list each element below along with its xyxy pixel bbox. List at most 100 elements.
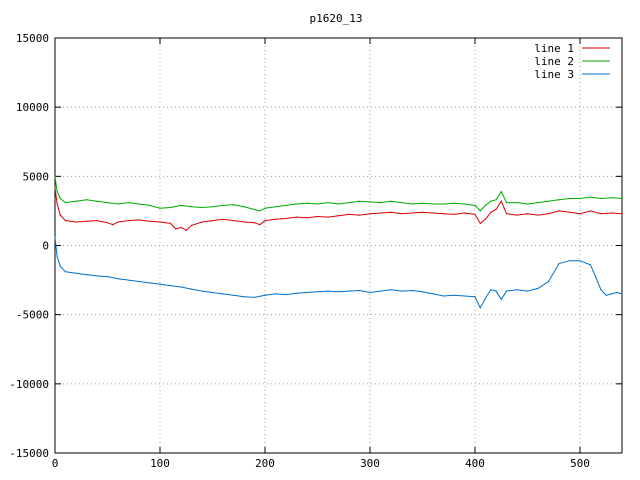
data-point [474,213,476,215]
data-point [64,220,67,222]
data-point [54,236,56,238]
data-point [505,202,508,204]
data-point [127,202,130,204]
data-point [379,290,382,292]
data-point [605,294,607,296]
data-point [547,200,550,202]
data-point [337,203,340,205]
data-point [295,216,298,218]
data-point [579,260,581,262]
data-point [75,221,77,223]
x-tick-label: 100 [150,457,170,470]
data-point [190,288,193,290]
data-point [616,291,618,294]
data-point [56,203,58,205]
data-point [484,204,487,206]
data-point [264,220,266,222]
data-point [259,210,261,212]
data-point [595,276,597,278]
data-point [201,221,203,223]
data-point [211,206,214,208]
data-point [274,206,277,208]
data-point [117,221,119,223]
data-point [274,293,277,295]
data-point [390,200,392,202]
data-point [59,265,61,267]
legend-label: line 2 [534,55,574,68]
data-point [64,271,67,273]
data-point [85,274,88,276]
data-point [222,218,224,220]
data-point [358,289,361,292]
data-point [337,215,340,217]
x-tick-label: 0 [52,457,59,470]
data-point [117,203,119,205]
data-point [148,220,151,222]
data-point [190,224,193,226]
data-point [568,211,571,213]
data-point [400,290,403,292]
data-point [112,224,114,226]
data-point [348,202,350,204]
data-point [621,293,623,295]
data-point [222,293,224,295]
data-point [211,291,214,294]
data-point [558,199,560,201]
data-point [56,256,58,258]
data-point [495,208,497,211]
data-point [295,203,298,205]
data-point [285,217,287,220]
data-point [316,203,319,205]
data-point [54,186,56,188]
data-point [180,204,182,206]
data-point [159,221,161,223]
data-point [232,220,235,222]
y-tick-label: -5000 [16,309,49,322]
data-point [432,203,434,205]
data-point [516,214,518,216]
data-point [526,290,529,292]
data-point [180,286,182,288]
data-point [138,219,140,221]
data-point [526,203,529,205]
y-tick-label: -10000 [9,378,49,391]
data-point [526,213,529,215]
y-tick-label: 0 [42,240,49,253]
data-point [106,222,109,224]
data-point [589,264,592,266]
data-point [117,278,119,280]
data-point [547,213,550,215]
x-tick-label: 200 [255,457,275,470]
data-point [379,212,382,214]
data-point [490,289,492,291]
axes: 0 100 200 300 400 500 -15000 -10000 -5000 0 5000 10… [9,32,623,470]
data-point [484,297,487,299]
data-point [495,290,497,292]
data-point [316,291,319,293]
data-point [253,208,256,211]
data-point [537,202,539,204]
data-point [505,213,508,215]
data-point [56,191,58,193]
data-point [358,200,361,202]
data-point [421,291,424,293]
data-point [568,197,571,200]
data-point [411,212,413,214]
chart-title: p1620_13 [310,12,363,25]
data-point [243,296,245,298]
data-point [500,200,502,202]
data-point [516,289,518,291]
data-point [479,210,481,212]
data-point [495,199,497,201]
data-point [463,295,466,297]
data-point [621,197,623,200]
y-tick-label: 5000 [23,170,50,183]
data-point [185,229,187,231]
data-point [138,280,140,283]
data-point [348,290,350,292]
data-point [243,221,245,223]
data-point [295,292,298,294]
data-point [558,262,560,265]
